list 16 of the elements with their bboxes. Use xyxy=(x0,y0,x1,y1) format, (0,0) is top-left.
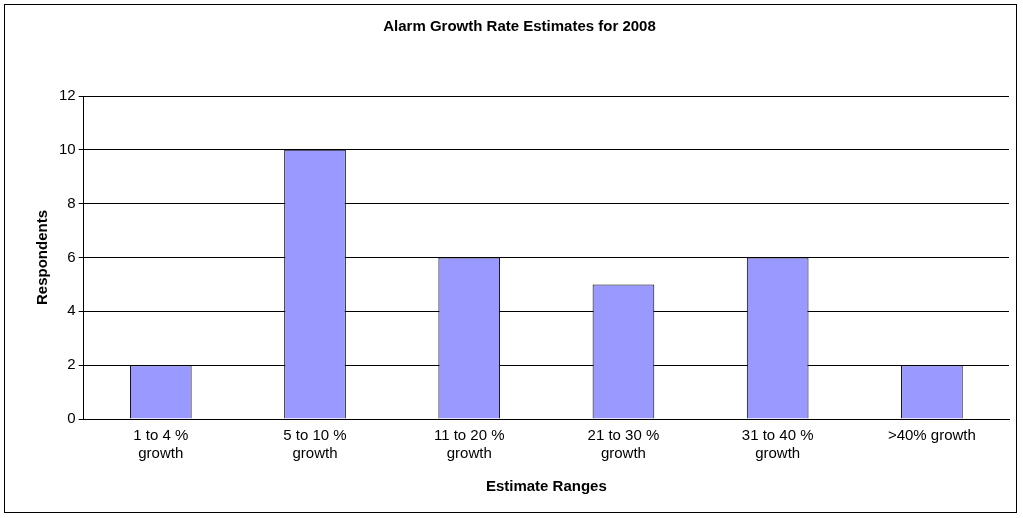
y-tick-label: 8 xyxy=(67,193,76,211)
chart-title: Alarm Growth Rate Estimates for 2008 xyxy=(383,17,656,35)
y-axis-title: Respondents xyxy=(33,209,51,306)
y-tick-label: 2 xyxy=(67,355,76,373)
y-tick-label: 12 xyxy=(59,86,76,104)
y-tick-label: 0 xyxy=(67,409,76,427)
y-tick-label: 10 xyxy=(59,139,76,157)
x-tick-label: 11 to 20 % growth xyxy=(433,426,505,462)
y-tick-label: 4 xyxy=(67,301,76,319)
x-axis-title: Estimate Ranges xyxy=(485,477,607,495)
x-tick-label: 5 to 10 % growth xyxy=(283,426,347,462)
x-tick-label: 1 to 4 % growth xyxy=(133,426,189,462)
x-tick-label: 31 to 40 % growth xyxy=(741,426,814,462)
y-tick-label: 6 xyxy=(67,247,76,265)
x-tick-label: >40% growth xyxy=(887,426,976,444)
x-tick-label: 21 to 30 % growth xyxy=(587,426,660,462)
